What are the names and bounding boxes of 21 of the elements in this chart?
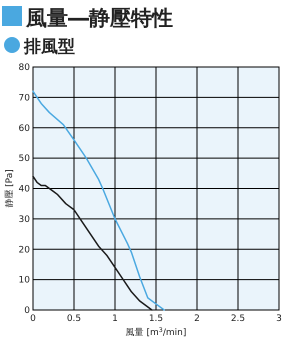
line-series (32, 176, 153, 311)
chart-subtitle: 排風型 (23, 37, 75, 57)
x-tick-label: 0.5 (66, 314, 82, 324)
y-axis-title: 静壓 [Pa] (4, 169, 15, 208)
x-tick-label: 1 (112, 314, 118, 324)
y-tick-label: 10 (18, 276, 30, 286)
x-tick-label: 3 (276, 314, 282, 324)
y-tick-label: 0 (24, 306, 30, 316)
y-tick-label: 50 (18, 154, 30, 164)
y-tick-label: 20 (18, 245, 30, 256)
x-tick-label: 1.5 (148, 314, 164, 324)
y-tick-label: 40 (18, 184, 30, 194)
chart-title: 風量―静壓特性 (25, 6, 173, 30)
x-tick-label: 2 (194, 314, 200, 324)
x-tick-label: 2.5 (230, 314, 246, 324)
line-series (32, 90, 165, 311)
y-tick-label: 80 (18, 63, 30, 73)
y-tick-label: 30 (18, 214, 30, 225)
y-tick-label: 60 (18, 124, 30, 134)
x-axis-title: 風量 [m$^{3}$/min] (126, 326, 186, 338)
y-tick-label: 70 (18, 93, 30, 104)
